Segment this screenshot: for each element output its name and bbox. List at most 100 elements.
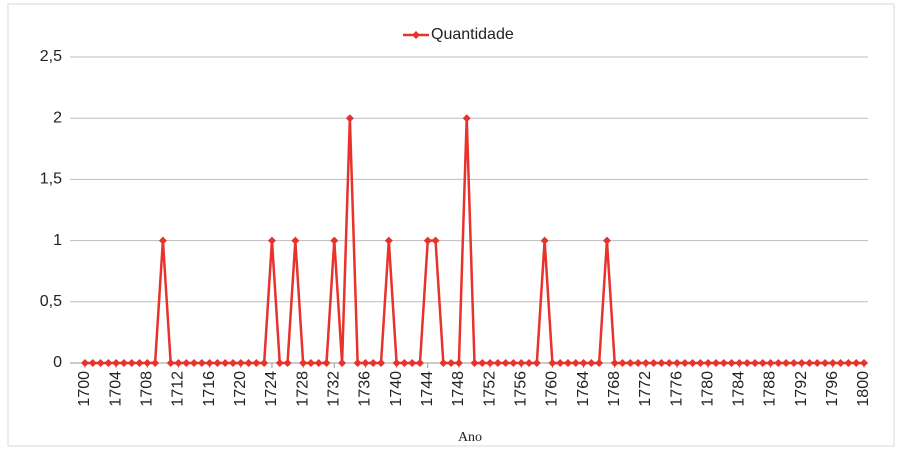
data-point (836, 359, 845, 367)
chart-frame (7, 3, 895, 447)
data-point (151, 359, 160, 367)
data-point (275, 359, 284, 367)
data-point (229, 359, 238, 367)
data-point (540, 236, 549, 245)
x-tick-label: 1732 (325, 371, 342, 407)
data-point (190, 359, 199, 367)
data-point (330, 236, 339, 245)
data-point (291, 236, 300, 245)
data-point (750, 359, 759, 367)
x-tick-label: 1768 (606, 371, 623, 407)
data-point (104, 359, 113, 367)
data-point (88, 359, 97, 367)
data-point (283, 359, 292, 367)
data-point (252, 359, 261, 367)
y-tick-label: 0,5 (40, 293, 62, 310)
data-point (743, 359, 752, 367)
legend-marker (412, 31, 420, 39)
data-point (470, 359, 479, 367)
x-tick-label: 1708 (139, 371, 156, 407)
data-point (758, 359, 767, 367)
data-point (727, 359, 736, 367)
data-point (821, 359, 830, 367)
data-point (665, 359, 674, 367)
data-point (244, 359, 253, 367)
x-tick-label: 1736 (357, 371, 374, 407)
data-point (158, 236, 167, 245)
data-point (696, 359, 705, 367)
data-point (478, 359, 487, 367)
data-point (805, 359, 814, 367)
data-point (197, 359, 206, 367)
data-point (143, 359, 152, 367)
y-tick-label: 2,5 (40, 48, 62, 65)
data-point (400, 359, 409, 367)
x-tick-label: 1728 (294, 371, 311, 407)
y-tick-label: 0 (53, 354, 62, 371)
data-point (135, 359, 144, 367)
data-point (852, 359, 861, 367)
data-point (602, 236, 611, 245)
data-point (595, 359, 604, 367)
data-point (789, 359, 798, 367)
data-point (267, 236, 276, 245)
data-point (618, 359, 627, 367)
data-point (680, 359, 689, 367)
data-point (182, 359, 191, 367)
x-tick-label: 1796 (824, 371, 841, 407)
data-point (626, 359, 635, 367)
data-point (361, 359, 370, 367)
x-tick-label: 1724 (263, 371, 280, 407)
x-tick-label: 1764 (575, 371, 592, 407)
data-point (345, 114, 354, 123)
x-tick-label: 1788 (762, 371, 779, 407)
data-point (657, 359, 666, 367)
legend-label: Quantidade (431, 26, 514, 43)
data-point (493, 359, 502, 367)
x-tick-label: 1776 (668, 371, 685, 407)
data-point (766, 359, 775, 367)
data-point (338, 359, 347, 367)
data-point (711, 359, 720, 367)
data-point (579, 359, 588, 367)
x-tick-label: 1792 (793, 371, 810, 407)
data-point (556, 359, 565, 367)
data-point (860, 359, 868, 367)
data-point (408, 359, 417, 367)
data-point (236, 359, 245, 367)
y-tick-label: 1 (53, 232, 62, 249)
data-point (735, 359, 744, 367)
data-point (548, 359, 557, 367)
data-point (369, 359, 378, 367)
data-point (797, 359, 806, 367)
data-point (532, 359, 541, 367)
y-tick-label: 1,5 (40, 171, 62, 188)
x-tick-label: 1704 (107, 371, 124, 407)
data-point (96, 359, 105, 367)
data-point (501, 359, 510, 367)
data-point (353, 359, 362, 367)
data-point (119, 359, 128, 367)
data-point (571, 359, 580, 367)
x-tick-label: 1720 (232, 371, 249, 407)
data-point (322, 359, 331, 367)
data-point (563, 359, 572, 367)
data-point (649, 359, 658, 367)
data-point (462, 114, 471, 123)
x-tick-label: 1740 (388, 371, 405, 407)
data-point (447, 359, 456, 367)
data-point (782, 359, 791, 367)
data-point (377, 359, 386, 367)
data-point (641, 359, 650, 367)
data-point (673, 359, 682, 367)
data-point (634, 359, 643, 367)
data-point (517, 359, 526, 367)
x-tick-label: 1716 (201, 371, 218, 407)
x-tick-label: 1756 (512, 371, 529, 407)
x-tick-label: 1712 (170, 371, 187, 407)
x-tick-label: 1784 (731, 371, 748, 407)
data-point (205, 359, 214, 367)
data-point (299, 359, 308, 367)
data-point (423, 236, 432, 245)
